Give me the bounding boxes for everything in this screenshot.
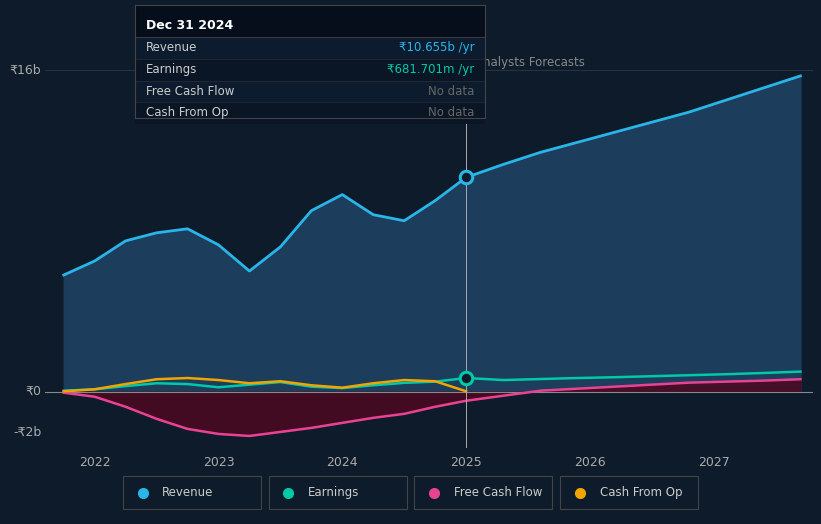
Text: No data: No data [428, 85, 475, 98]
Bar [135, 102, 485, 124]
Text: ₹10.655b /yr: ₹10.655b /yr [399, 41, 475, 54]
Text: Analysts Forecasts: Analysts Forecasts [475, 56, 585, 69]
Text: Past: Past [438, 56, 462, 69]
FancyBboxPatch shape [415, 476, 553, 509]
FancyBboxPatch shape [123, 476, 261, 509]
Text: Cash From Op: Cash From Op [599, 486, 682, 499]
Text: Dec 31 2024: Dec 31 2024 [145, 18, 232, 31]
Bar [135, 37, 485, 59]
Text: Cash From Op: Cash From Op [145, 106, 228, 119]
Text: Free Cash Flow: Free Cash Flow [145, 85, 234, 98]
Text: ₹16b: ₹16b [10, 63, 41, 77]
Text: ₹0: ₹0 [25, 385, 41, 398]
Text: -₹2b: -₹2b [13, 425, 41, 439]
Bar [135, 59, 485, 81]
Bar [135, 81, 485, 102]
Text: Revenue: Revenue [163, 486, 213, 499]
Text: Earnings: Earnings [145, 63, 197, 77]
Text: Free Cash Flow: Free Cash Flow [454, 486, 542, 499]
Text: Earnings: Earnings [308, 486, 360, 499]
Text: No data: No data [428, 106, 475, 119]
Text: ₹681.701m /yr: ₹681.701m /yr [388, 63, 475, 77]
FancyBboxPatch shape [268, 476, 406, 509]
FancyBboxPatch shape [560, 476, 698, 509]
Text: Revenue: Revenue [145, 41, 197, 54]
